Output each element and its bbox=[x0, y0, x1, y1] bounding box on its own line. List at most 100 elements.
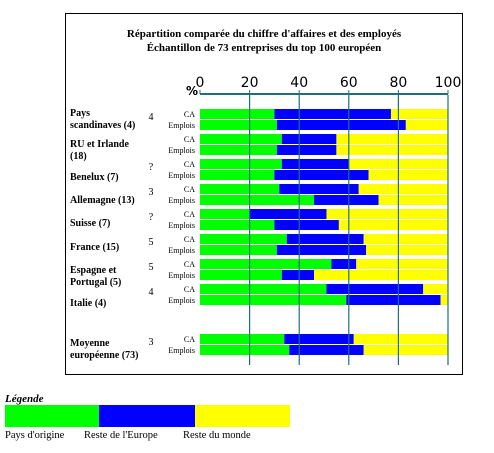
bar-segment bbox=[378, 195, 448, 205]
bar-segment bbox=[274, 220, 339, 230]
group-label: Suisse (7) bbox=[70, 218, 110, 229]
bar-segment bbox=[358, 184, 448, 194]
bar-segment bbox=[440, 295, 448, 305]
row-label: Emplois bbox=[168, 146, 195, 155]
bar-segment bbox=[390, 109, 448, 119]
group-count: ? bbox=[149, 212, 154, 223]
row-label: Emplois bbox=[168, 171, 195, 180]
group-label: européenne (73) bbox=[70, 350, 138, 361]
bar-segment bbox=[423, 284, 448, 294]
row-label: Emplois bbox=[168, 246, 195, 255]
group-count: 5 bbox=[149, 237, 154, 248]
group-label: scandinaves (4) bbox=[70, 120, 135, 131]
x-tick-label: 20 bbox=[241, 75, 259, 91]
legend-swatch-world bbox=[195, 405, 290, 427]
group-label: Moyenne bbox=[70, 338, 110, 349]
bar-segment bbox=[200, 245, 277, 255]
bar-segment bbox=[274, 109, 391, 119]
bar-segment bbox=[356, 259, 448, 269]
bar-segment bbox=[274, 170, 369, 180]
group-label: Portugal (5) bbox=[70, 277, 121, 288]
bar-segment bbox=[331, 259, 357, 269]
bar-segment bbox=[200, 345, 290, 355]
row-label: CA bbox=[184, 260, 195, 269]
bar-segment bbox=[276, 145, 337, 155]
group-label: Allemagne (13) bbox=[70, 195, 135, 206]
legend-label-europe: Reste de l'Europe bbox=[84, 430, 158, 441]
group-label: Italie (4) bbox=[70, 298, 106, 309]
bar-segment bbox=[281, 270, 315, 280]
legend-label-world: Reste du monde bbox=[183, 430, 251, 441]
bar-segment bbox=[368, 170, 448, 180]
bar-segment bbox=[363, 345, 448, 355]
bar-segment bbox=[200, 120, 277, 130]
bar-segment bbox=[353, 334, 448, 344]
bar-segment bbox=[200, 270, 282, 280]
row-label: CA bbox=[184, 210, 195, 219]
bar-segment bbox=[200, 209, 250, 219]
x-tick-label: 60 bbox=[340, 75, 358, 91]
bar-segment bbox=[200, 220, 275, 230]
bar-segment bbox=[326, 209, 448, 219]
x-tick-label: 40 bbox=[290, 75, 308, 91]
bar-segment bbox=[200, 170, 275, 180]
bar-segment bbox=[284, 334, 354, 344]
bar-segment bbox=[338, 220, 448, 230]
chart-title: Répartition comparée du chiffre d'affair… bbox=[126, 28, 402, 40]
bar-segment bbox=[200, 134, 282, 144]
group-label: (18) bbox=[70, 151, 87, 162]
legend-label-origin: Pays d'origine bbox=[5, 430, 65, 441]
bar-segment bbox=[363, 234, 448, 244]
row-label: Emplois bbox=[168, 121, 195, 130]
bar-segment bbox=[200, 234, 287, 244]
bar-segment bbox=[366, 245, 448, 255]
group-count: 4 bbox=[149, 112, 154, 123]
group-count: 3 bbox=[149, 337, 154, 348]
bar-segment bbox=[200, 184, 280, 194]
group-label: Pays bbox=[70, 108, 90, 119]
row-label: CA bbox=[184, 135, 195, 144]
bar-segment bbox=[289, 345, 364, 355]
row-label: Emplois bbox=[168, 196, 195, 205]
row-label: CA bbox=[184, 110, 195, 119]
x-tick-label: 100 bbox=[435, 75, 462, 91]
group-label: France (15) bbox=[70, 242, 119, 253]
x-tick-label: 80 bbox=[389, 75, 407, 91]
row-label: CA bbox=[184, 160, 195, 169]
group-count: 5 bbox=[149, 262, 154, 273]
bar-segment bbox=[326, 284, 424, 294]
bar-segment bbox=[279, 184, 359, 194]
bar-segment bbox=[286, 234, 364, 244]
group-label: RU et Irlande bbox=[70, 139, 129, 150]
bar-segment bbox=[336, 134, 448, 144]
x-tick-label: 0 bbox=[196, 75, 205, 91]
group-label: Benelux (7) bbox=[70, 172, 119, 183]
bar-segment bbox=[200, 259, 332, 269]
bar-segment bbox=[200, 109, 275, 119]
row-label: Emplois bbox=[168, 346, 195, 355]
bar-segment bbox=[281, 159, 349, 169]
bar-segment bbox=[281, 134, 337, 144]
row-label: CA bbox=[184, 185, 195, 194]
chart-frame bbox=[65, 13, 463, 375]
axis-unit-label: % bbox=[186, 84, 198, 98]
bar-segment bbox=[346, 295, 441, 305]
row-label: Emplois bbox=[168, 221, 195, 230]
row-label: CA bbox=[184, 285, 195, 294]
bar-segment bbox=[200, 145, 277, 155]
row-label: Emplois bbox=[168, 271, 195, 280]
bar-segment bbox=[276, 245, 367, 255]
group-label: Espagne et bbox=[70, 265, 117, 276]
legend-swatch-europe bbox=[99, 405, 195, 427]
group-count: 4 bbox=[149, 287, 154, 298]
legend-swatch-origin bbox=[5, 405, 99, 427]
bar-segment bbox=[200, 334, 285, 344]
bar-segment bbox=[405, 120, 448, 130]
bar-segment bbox=[336, 145, 448, 155]
bar-segment bbox=[200, 195, 315, 205]
bar-segment bbox=[200, 159, 282, 169]
bar-segment bbox=[200, 284, 327, 294]
chart-subtitle: Échantillon de 73 entreprises du top 100… bbox=[146, 42, 382, 54]
row-label: CA bbox=[184, 335, 195, 344]
